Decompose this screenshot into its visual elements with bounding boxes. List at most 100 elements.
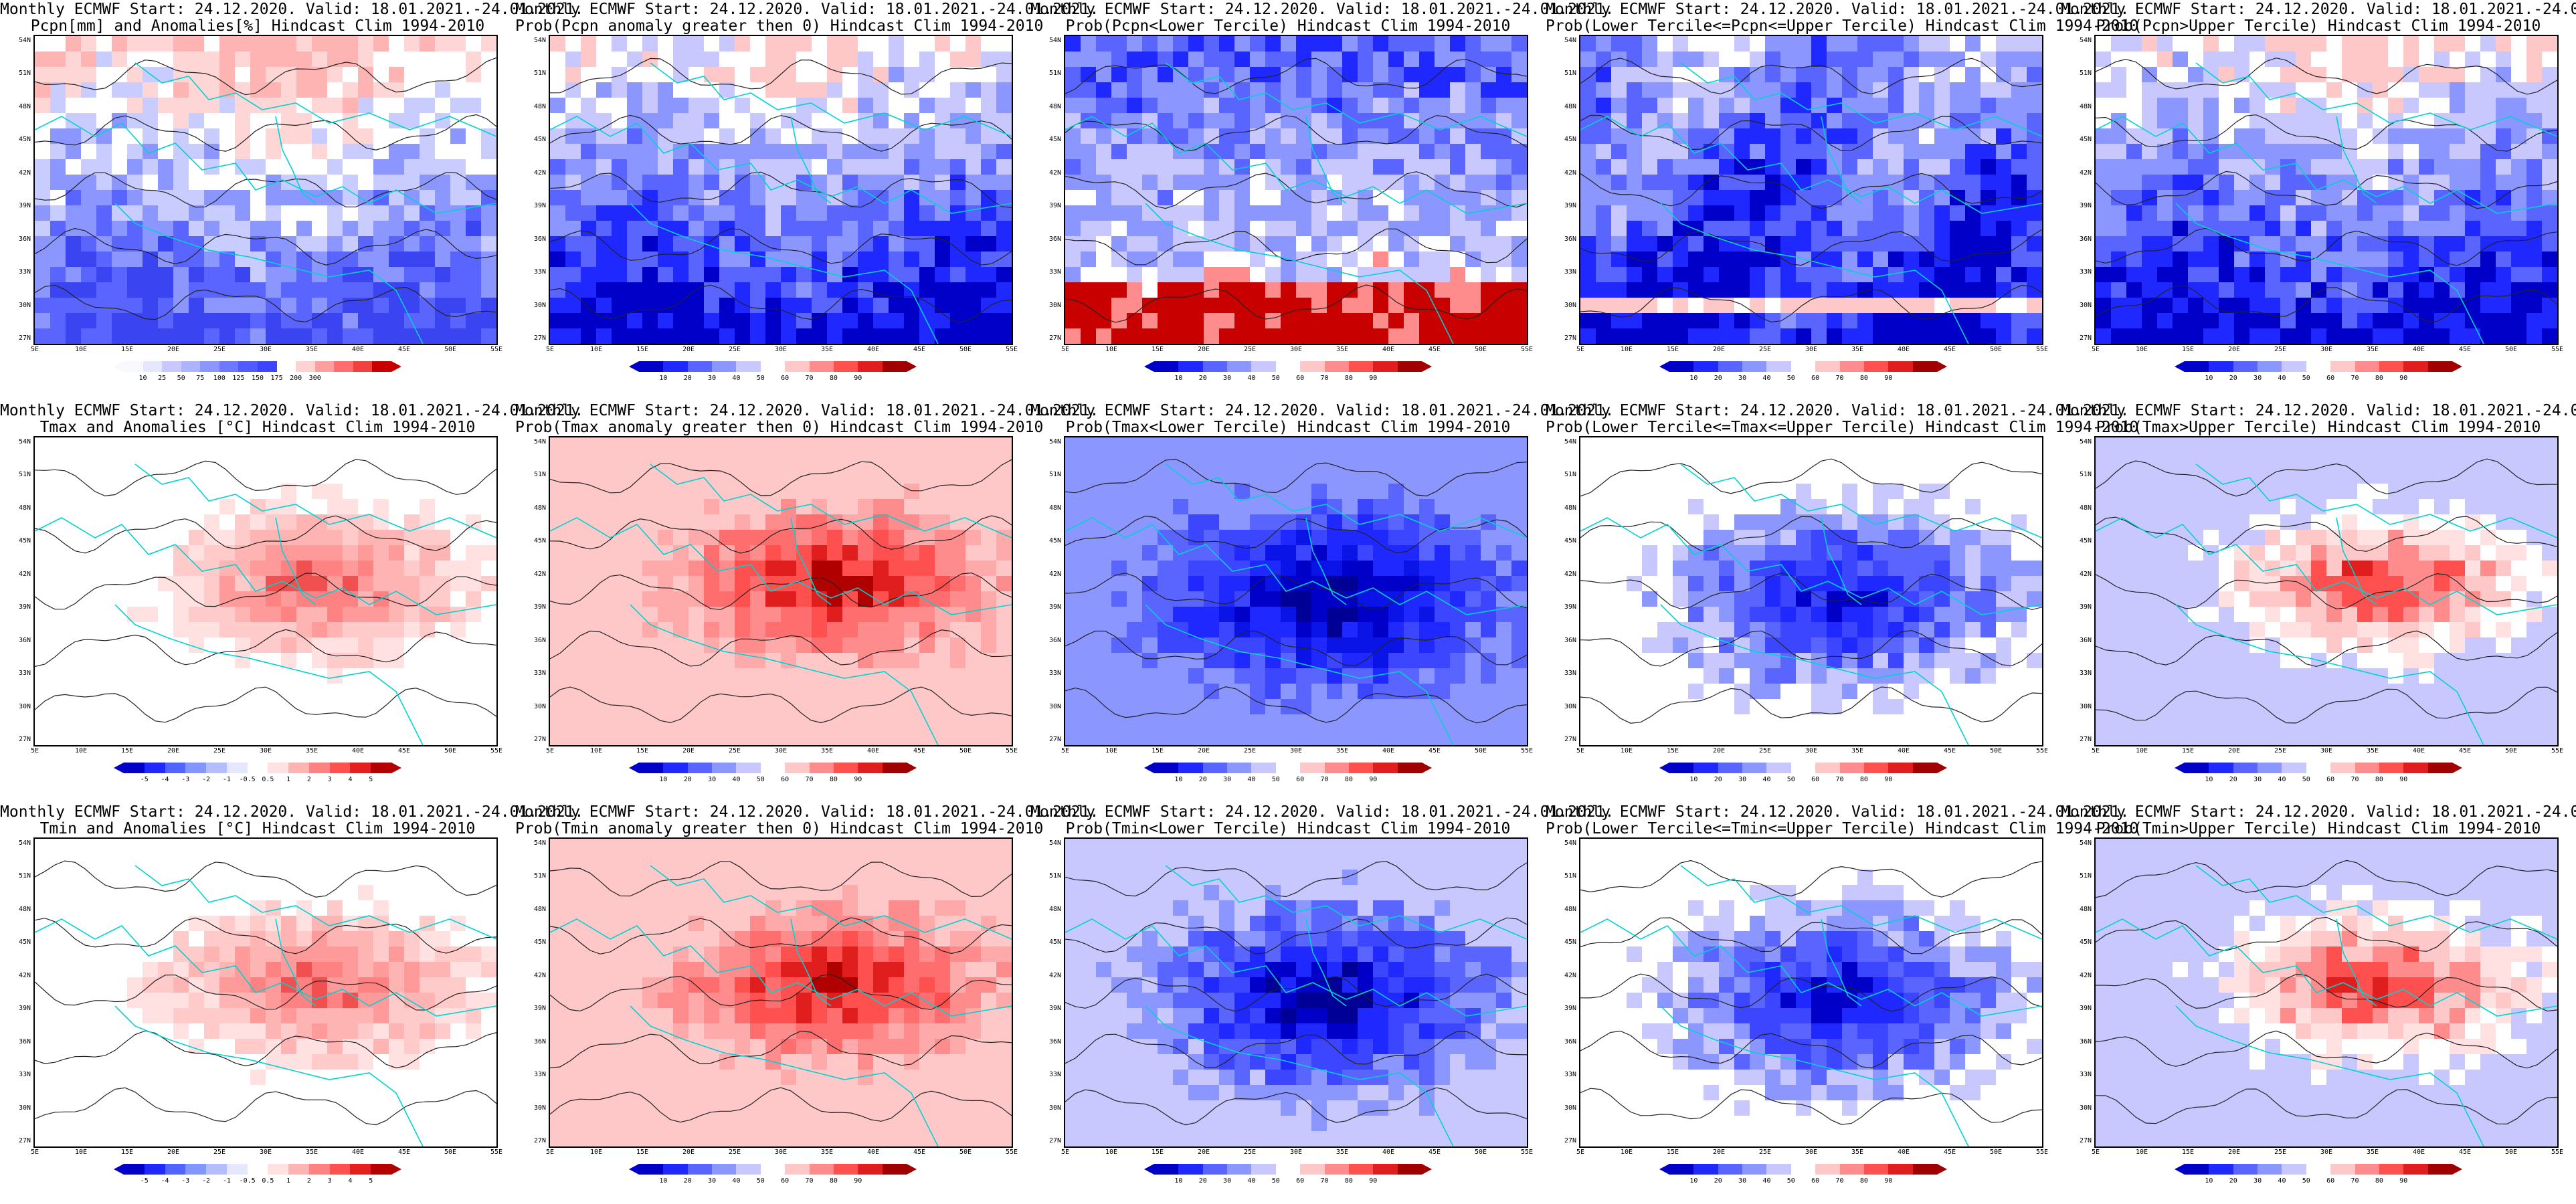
lat-tick-label: 27N — [2079, 334, 2092, 342]
panel-title: Monthly ECMWF Start: 24.12.2020. Valid: … — [1030, 1, 1614, 35]
colorbar-swatch — [2209, 1164, 2233, 1175]
colorbar-label: 60 — [1811, 375, 1820, 382]
lat-tick-label: 42N — [1564, 971, 1576, 979]
colorbar-swatch — [1839, 361, 1864, 372]
lon-tick-label: 35E — [1851, 1148, 1864, 1156]
panel-title: Monthly ECMWF Start: 24.12.2020. Valid: … — [515, 804, 1099, 837]
lon-tick-label: 50E — [1989, 747, 2003, 755]
contour-line — [1580, 1030, 2042, 1069]
colorbar-swatch — [1718, 361, 1743, 372]
contour-line — [1580, 973, 2042, 1012]
colorbar-swatch — [2427, 361, 2452, 372]
lon-tick-label: 20E — [1712, 1148, 1726, 1156]
colorbar-label: 40 — [2278, 776, 2286, 783]
colorbar-label: 10 — [1689, 1177, 1698, 1185]
colorbar-swatch — [2330, 763, 2355, 773]
lat-tick-label: 39N — [533, 202, 546, 210]
lat-tick-label: 48N — [1564, 102, 1576, 110]
colorbar-swatch — [268, 1164, 289, 1175]
lon-tick-label: 35E — [2366, 346, 2379, 353]
colorbar-swatch — [144, 763, 165, 773]
contour-line — [2096, 227, 2557, 266]
colorbar-swatch — [882, 361, 907, 372]
contour-line — [35, 1030, 496, 1069]
colorbar-label: 50 — [1271, 375, 1280, 382]
colorbar-swatch — [858, 361, 883, 372]
colorbar-swatch — [1766, 1164, 1791, 1175]
title-line-2: Prob(Tmin<Lower Tercile) Hindcast Clim 1… — [1065, 820, 1511, 837]
colorbar-label: 80 — [1344, 375, 1353, 382]
colorbar-label: 10 — [1174, 1177, 1183, 1185]
colorbar-swatch — [1324, 361, 1349, 372]
lon-tick-label: 50E — [2504, 1148, 2518, 1156]
lon-tick-label: 40E — [1897, 747, 1910, 755]
lat-tick-label: 36N — [533, 1037, 546, 1045]
coastline — [650, 865, 1012, 940]
lon-tick-label: 15E — [1151, 1148, 1164, 1156]
colorbar-swatch — [1693, 763, 1718, 773]
colorbar-label: 50 — [2302, 375, 2310, 382]
contour-line — [1065, 917, 1527, 955]
colorbar-label: 20 — [1714, 1177, 1722, 1185]
colorbar-label: 70 — [1320, 776, 1329, 783]
colorbar-label: -3 — [181, 776, 190, 783]
lat-tick-label: 45N — [1048, 136, 1061, 144]
lon-tick-label: 45E — [1943, 747, 1956, 755]
colorbar-arrow-right — [1421, 1164, 1432, 1175]
colorbar-swatch — [2355, 1164, 2379, 1175]
colorbar-arrow-right — [1936, 361, 1947, 372]
lon-tick-label: 35E — [820, 747, 834, 755]
contour-line — [1065, 58, 1527, 94]
contour-line — [550, 686, 1012, 724]
colorbar — [1144, 361, 1432, 372]
colorbar-swatch — [639, 361, 664, 372]
lat-tick-label: 45N — [1048, 537, 1061, 545]
colorbar-swatch — [858, 763, 883, 773]
lon-tick-label: 25E — [1243, 346, 1257, 353]
coastline — [134, 464, 496, 538]
colorbar-label: 40 — [1762, 1177, 1771, 1185]
coastline — [275, 918, 316, 1007]
lat-tick-label: 42N — [18, 169, 31, 177]
contour-line — [550, 1030, 1012, 1069]
lon-tick-label: 50E — [444, 346, 457, 353]
map-panel: Monthly ECMWF Start: 24.12.2020. Valid: … — [2061, 803, 2576, 1204]
lon-tick-label: 25E — [1758, 346, 1772, 353]
contour-line — [1065, 573, 1527, 611]
coastline — [35, 918, 496, 1017]
coastline — [114, 1005, 424, 1146]
colorbar-swatch — [2427, 763, 2452, 773]
colorbar-arrow-right — [1936, 1164, 1947, 1175]
colorbar-swatch — [736, 1164, 761, 1175]
colorbar-label: 50 — [756, 1177, 765, 1185]
lon-tick-label: 30E — [2320, 747, 2333, 755]
lon-tick-label: 55E — [2035, 1148, 2049, 1156]
lat-tick-label: 27N — [533, 736, 546, 744]
lat-tick-label: 48N — [533, 504, 546, 512]
colorbar-swatch — [833, 361, 858, 372]
lat-tick-label: 39N — [533, 603, 546, 611]
colorbar-label: 80 — [829, 375, 838, 382]
lon-tick-label: 25E — [728, 346, 741, 353]
colorbar-swatch — [1373, 763, 1398, 773]
contour-line — [1065, 1031, 1527, 1068]
lat-tick-label: 54N — [1048, 438, 1061, 445]
lat-tick-label: 45N — [18, 537, 31, 545]
lat-tick-label: 30N — [18, 1104, 31, 1112]
colorbar-swatch — [1888, 1164, 1913, 1175]
lon-tick-label: 10E — [1620, 747, 1633, 755]
colorbar-label: 50 — [2302, 1177, 2310, 1185]
lon-tick-label: 15E — [1666, 747, 1679, 755]
colorbar-swatch — [226, 1164, 248, 1175]
colorbar-label: 80 — [2375, 375, 2383, 382]
colorbar-swatch — [1154, 361, 1179, 372]
colorbar-swatch — [1202, 763, 1228, 773]
colorbar-label: 60 — [2326, 375, 2335, 382]
lat-tick-label: 51N — [533, 70, 546, 78]
contour-line — [2096, 573, 2557, 609]
colorbar-swatch — [1227, 1164, 1252, 1175]
map-field — [35, 36, 496, 344]
colorbar-swatch — [308, 1164, 330, 1175]
contour-line — [1065, 458, 1527, 497]
lat-tick-label: 30N — [2079, 1104, 2092, 1112]
